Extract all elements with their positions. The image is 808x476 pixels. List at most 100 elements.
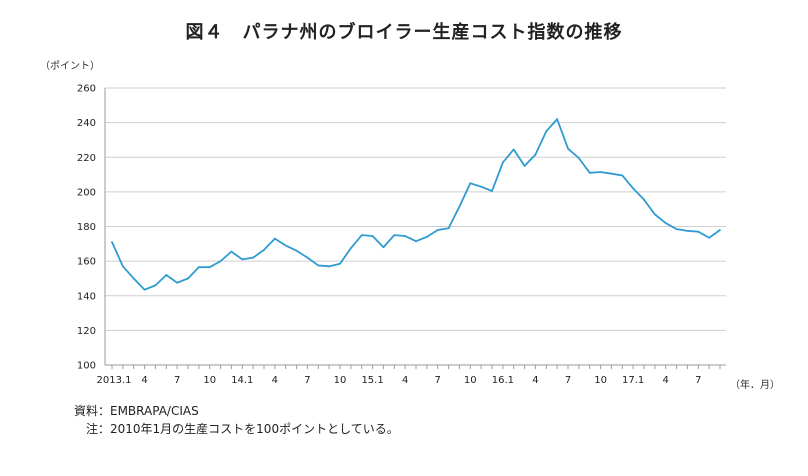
data-point (349, 247, 352, 250)
data-point (121, 265, 124, 268)
data-point (588, 171, 591, 174)
data-point (263, 248, 265, 251)
data-point (577, 157, 580, 160)
x-tick-label: 7 (565, 375, 571, 386)
data-point (360, 234, 363, 237)
x-tick-label: 10 (464, 375, 477, 386)
data-point (653, 213, 656, 216)
data-point (111, 241, 113, 243)
chart-title: 図４ パラナ州のブロイラー生産コスト指数の推移 (185, 22, 623, 43)
x-tick-label: 4 (532, 375, 538, 386)
data-point (339, 262, 341, 265)
data-point (273, 237, 276, 240)
data-point (523, 165, 526, 167)
data-point (621, 174, 624, 177)
y-tick-label: 240 (77, 118, 96, 129)
y-tick-label: 160 (77, 257, 96, 268)
data-point (187, 277, 189, 280)
chart-notes: 資料：EMBRAPA/CIAS 注：2010年1月の生産コストを100ポイントと… (74, 402, 399, 438)
x-tick-label: 17.1 (622, 375, 644, 386)
y-axis-unit-label: （ポイント） (40, 61, 100, 72)
data-point (328, 265, 331, 268)
y-tick-labels: 100 120 140 160 180 200 220 240 260 (77, 84, 96, 372)
series-line (111, 118, 721, 291)
data-point (143, 288, 146, 291)
data-point (165, 274, 168, 276)
data-point (719, 229, 721, 231)
data-point (480, 185, 483, 188)
data-point (425, 235, 428, 238)
data-point (632, 187, 635, 190)
note-source-key: 資料： (74, 404, 111, 418)
note-remark-key: 注： (85, 422, 110, 436)
data-point (599, 171, 602, 173)
data-point (241, 258, 244, 261)
data-point (154, 284, 157, 287)
x-tick-label: 4 (663, 375, 669, 386)
data-point (284, 244, 287, 247)
data-point (317, 264, 320, 267)
data-point (230, 250, 233, 253)
data-point (686, 229, 689, 232)
data-point (469, 182, 472, 185)
x-axis-unit-label: （年．月） (730, 380, 780, 391)
data-point (512, 148, 515, 151)
series-group (111, 118, 721, 291)
y-tick-label: 180 (77, 222, 96, 233)
x-tick-label: 4 (272, 375, 278, 386)
x-tick-label: 7 (304, 375, 310, 386)
data-point (708, 236, 711, 239)
data-point (567, 147, 569, 150)
y-tick-label: 220 (77, 153, 96, 164)
data-point (306, 256, 309, 259)
x-tick-labels: 2013.1 4 7 10 14.1 4 7 10 15.1 4 7 10 16.1 4 7 10 17.1 4 7 (97, 375, 702, 386)
data-point (295, 249, 298, 252)
x-tick-label: 10 (334, 375, 347, 386)
y-tick-label: 120 (77, 326, 96, 337)
data-point (643, 198, 645, 201)
x-tick-label: 4 (141, 375, 147, 386)
data-point (197, 266, 200, 269)
data-point (556, 118, 559, 121)
data-point (371, 235, 374, 237)
note-source-text: EMBRAPA/CIAS (110, 404, 199, 418)
data-point (534, 153, 537, 156)
grid-lines (105, 87, 726, 331)
data-point (176, 281, 179, 284)
x-tick-label: 7 (435, 375, 441, 386)
data-point (132, 277, 135, 280)
x-tick-label: 10 (594, 375, 607, 386)
note-remark: 注：2010年1月の生産コストを100ポイントとしている。 (74, 420, 399, 438)
data-point (208, 266, 211, 269)
data-point (610, 172, 613, 175)
data-point (219, 260, 222, 263)
data-point (436, 229, 439, 231)
data-point (491, 190, 493, 192)
data-point (382, 246, 385, 249)
y-tick-label: 140 (77, 291, 96, 302)
y-tick-label: 200 (77, 187, 96, 198)
x-tick-label: 7 (695, 375, 701, 386)
data-point (501, 161, 504, 164)
x-tick-label: 16.1 (492, 375, 514, 386)
axes (104, 88, 726, 369)
data-point (393, 234, 396, 237)
y-tick-label: 260 (77, 84, 96, 95)
x-tick-label: 4 (402, 375, 408, 386)
data-point (404, 235, 407, 237)
data-point (664, 222, 667, 224)
y-tick-label: 100 (77, 361, 96, 372)
x-tick-label: 14.1 (231, 375, 253, 386)
x-tick-label: 2013.1 (97, 375, 132, 386)
x-tick-label: 15.1 (361, 375, 383, 386)
x-tick-label: 10 (203, 375, 216, 386)
data-point (545, 130, 548, 133)
data-point (252, 256, 255, 259)
data-point (447, 227, 450, 230)
data-point (697, 230, 700, 233)
note-remark-text: 2010年1月の生産コストを100ポイントとしている。 (110, 422, 399, 436)
data-point (415, 240, 417, 243)
data-point (458, 205, 461, 208)
data-point (675, 228, 678, 230)
